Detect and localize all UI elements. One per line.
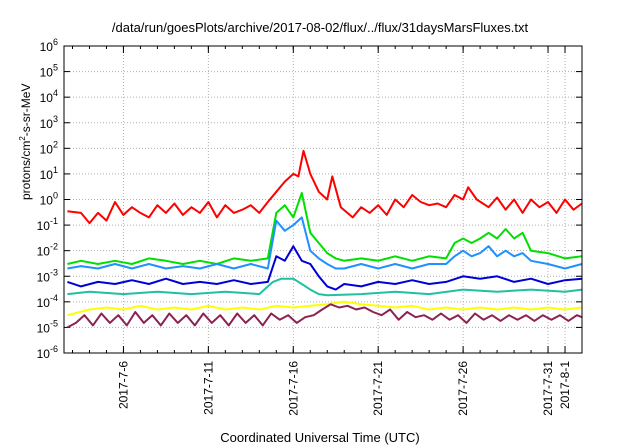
y-tick-label: 106: [40, 37, 58, 54]
y-tick-label: 10-1: [37, 216, 58, 233]
y-tick-label: 10-3: [37, 267, 58, 284]
y-tick-label: 10-6: [37, 344, 58, 361]
x-axis-label: Coordinated Universal Time (UTC): [220, 430, 420, 445]
x-tick-label: 2017-7-6: [116, 361, 130, 409]
y-tick-label: 105: [40, 63, 58, 80]
series-line-3: [67, 216, 583, 270]
x-tick-label: 2017-7-21: [371, 361, 385, 416]
y-tick-label: 104: [40, 88, 58, 105]
y-tick-label: 103: [40, 114, 58, 131]
series-line-5: [67, 277, 583, 297]
series-line-2: [67, 192, 583, 265]
chart-title: /data/run/goesPlots/archive/2017-08-02/f…: [111, 20, 529, 35]
series-line-6: [67, 300, 583, 317]
y-tick-label: 101: [40, 165, 58, 182]
x-tick-label: 2017-7-26: [456, 361, 470, 416]
y-tick-label: 10-4: [37, 293, 58, 310]
series-line-7: [66, 303, 583, 329]
x-tick-label: 2017-7-11: [201, 361, 215, 415]
series-line-1: [67, 149, 583, 225]
x-tick-label: 2017-8-1: [558, 361, 572, 409]
y-tick-label: 102: [40, 139, 58, 156]
x-tick-label: 2017-7-16: [286, 361, 300, 416]
y-tick-label: 10-2: [37, 242, 58, 259]
y-tick-label: 100: [40, 191, 58, 208]
series-line-4: [67, 245, 583, 291]
y-tick-label: 10-5: [37, 318, 58, 335]
x-tick-label: 2017-7-31: [541, 361, 555, 416]
plot-frame: [63, 45, 583, 354]
